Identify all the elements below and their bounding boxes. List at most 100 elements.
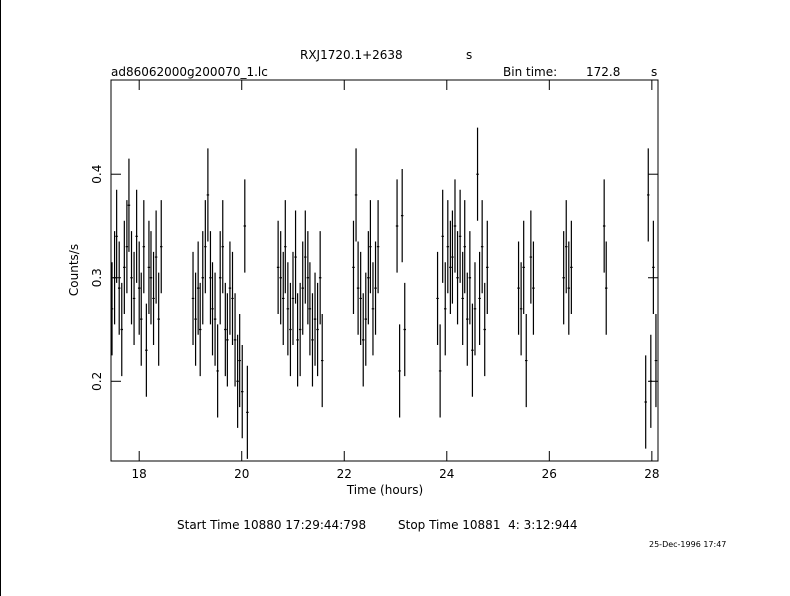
error-bar [466,272,469,366]
error-bar [398,324,401,418]
error-bar [376,200,380,294]
error-bar [478,251,481,346]
error-bar [444,262,447,356]
error-bar [145,303,148,397]
error-bar [367,231,370,325]
error-bar [522,220,525,314]
error-bar [110,262,114,356]
error-bar [308,262,312,356]
error-bar [352,220,355,314]
error-bar [449,220,452,314]
error-bar [480,200,484,294]
error-bar [403,282,406,377]
error-bar [289,282,292,377]
error-bar [204,200,207,294]
error-bar [570,220,573,314]
title-unit: s [466,48,472,62]
error-bar [211,262,214,356]
error-bar [291,251,295,346]
start-time: Start Time 10880 17:29:44:798 [177,518,366,532]
error-bar [400,169,404,263]
x-axis-label: Time (hours) [346,483,423,497]
error-bar [458,189,462,283]
error-bar [463,200,466,294]
error-bar [196,241,200,335]
error-bar [154,210,158,304]
error-bar [311,293,314,387]
error-bar [241,345,244,439]
error-bar [647,148,650,242]
error-bar [246,365,249,459]
error-bar [304,210,307,304]
error-bar [476,127,479,221]
error-bar [149,231,153,325]
error-bar [147,220,151,314]
error-bar [649,334,653,428]
error-bar [135,189,138,283]
error-bar [529,210,533,304]
chart-title: RXJ1720.1+2638 [300,48,403,62]
error-bar [233,293,237,387]
error-bar [238,313,241,408]
error-bar [115,189,118,283]
error-bar [369,200,372,294]
error-bar [364,272,368,366]
error-bar [604,241,608,335]
error-bar [318,231,322,325]
error-bar [218,231,222,325]
error-bar [306,231,310,325]
x-tick-label: 20 [234,467,249,481]
error-bar [565,200,568,294]
stop-time: Stop Time 10881 4: 3:12:944 [398,518,577,532]
error-bar [453,179,457,273]
error-bar [519,262,523,356]
error-bar [602,179,606,273]
bin-time: 172.8 [586,65,620,79]
error-bar [441,189,444,283]
error-bar [320,313,324,408]
error-bar [123,220,126,314]
error-bar [201,231,204,325]
error-bar [316,282,319,377]
error-bar [221,200,224,294]
error-bar [231,251,234,346]
error-bar [395,179,399,273]
error-bar [471,303,474,397]
y-axis-label: Counts/s [67,244,81,296]
y-tick-label: 0.2 [90,372,104,391]
x-tick-label: 24 [439,467,454,481]
error-bar [213,272,217,366]
error-bar [294,210,297,304]
error-bar [113,231,116,325]
error-bar [525,313,528,408]
error-bar [243,179,247,273]
error-bar [468,231,472,325]
error-bar [438,324,442,418]
error-bar [226,293,229,387]
error-bar [276,220,280,314]
error-bar [356,241,360,335]
error-bar [216,324,219,418]
error-bar [209,231,212,325]
file-label: ad86062000g200070_1.lc [111,65,268,79]
error-bar [137,241,141,335]
x-tick-label: 28 [644,467,659,481]
error-bar [191,251,195,346]
error-bar [359,251,362,346]
error-bar [456,231,459,325]
error-bar [532,241,535,335]
error-bar [206,148,210,242]
error-bar [284,200,287,294]
bin-label: Bin time: [503,65,557,79]
error-bar [446,200,450,294]
error-bar [473,262,477,356]
error-bar [562,231,565,325]
error-bar [198,282,202,377]
error-bar [236,334,239,428]
error-bar [436,251,439,346]
error-bar [194,272,197,366]
error-bar [125,200,129,294]
x-tick-label: 18 [132,467,147,481]
error-bar [160,200,163,294]
